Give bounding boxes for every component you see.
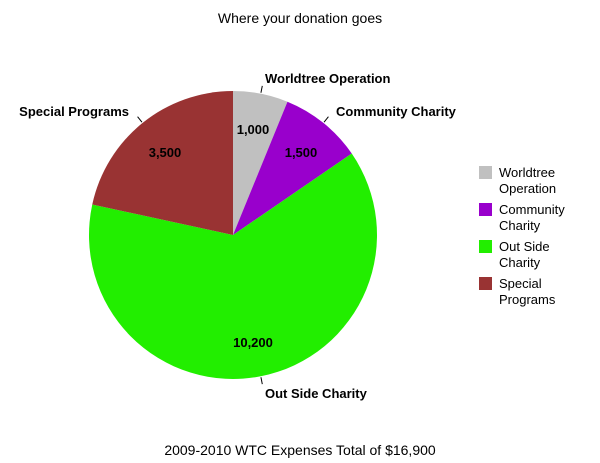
connector-worldtree-operation — [260, 85, 263, 93]
chart-subtitle: 2009-2010 WTC Expenses Total of $16,900 — [164, 442, 436, 458]
legend-swatch-worldtree-operation — [479, 166, 492, 179]
legend-label-out-side-charity: Out Side Charity — [499, 239, 550, 270]
legend-label-special-programs: Special Programs — [499, 276, 556, 307]
pie-slice-community-charity — [233, 101, 352, 236]
slice-label-out-side-charity: Out Side Charity — [265, 386, 368, 401]
pie-slice-out-side-charity — [88, 153, 377, 379]
value-label-community-charity: 1,500 — [285, 145, 318, 160]
pie-slices — [88, 91, 377, 379]
label-connectors — [137, 85, 329, 385]
legend: Worldtree Operation Community Charity Out Si… — [479, 165, 565, 307]
value-label-special-programs: 3,500 — [149, 145, 182, 160]
chart-title: Where your donation goes — [218, 10, 382, 26]
slice-label-community-charity: Community Charity — [336, 104, 457, 119]
legend-swatch-out-side-charity — [479, 240, 492, 253]
slice-labels: Worldtree Operation Community Charity Out … — [19, 71, 456, 401]
slice-label-special-programs: Special Programs — [19, 104, 129, 119]
legend-swatch-community-charity — [479, 203, 492, 216]
legend-label-community-charity: Community Charity — [499, 202, 565, 233]
connector-special-programs — [137, 116, 143, 123]
pie-slice-special-programs — [92, 91, 234, 235]
value-label-worldtree-operation: 1,000 — [237, 122, 270, 137]
value-labels: 1,000 1,500 10,200 3,500 — [149, 122, 318, 350]
pie-slice-worldtree-operation — [233, 91, 288, 235]
connector-out-side-charity — [260, 377, 263, 385]
connector-community-charity — [323, 116, 329, 123]
legend-swatch-special-programs — [479, 277, 492, 290]
legend-label-worldtree-operation: Worldtree Operation — [499, 165, 556, 196]
slice-label-worldtree-operation: Worldtree Operation — [265, 71, 391, 86]
value-label-out-side-charity: 10,200 — [233, 335, 273, 350]
